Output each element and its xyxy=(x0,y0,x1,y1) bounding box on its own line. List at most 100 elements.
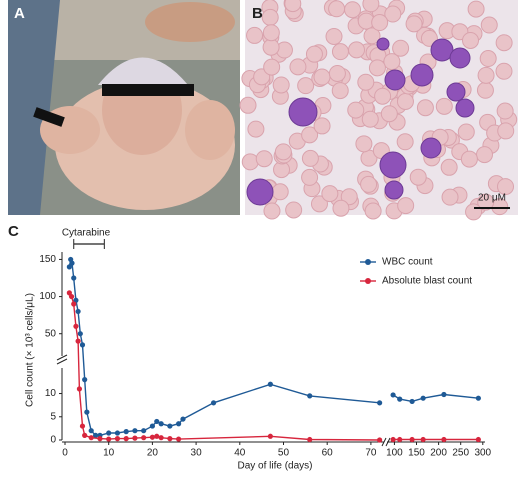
data-point xyxy=(114,436,121,442)
data-point xyxy=(267,381,273,387)
red-cell xyxy=(364,202,382,220)
red-cell xyxy=(476,81,494,99)
red-cell xyxy=(416,99,434,117)
data-point xyxy=(73,323,79,329)
data-point xyxy=(79,342,86,348)
red-cell xyxy=(374,87,392,105)
blast-cell xyxy=(446,82,466,102)
data-point xyxy=(441,391,447,398)
data-point xyxy=(114,430,121,436)
data-point xyxy=(409,436,415,443)
data-point xyxy=(176,436,182,442)
blast-cell xyxy=(288,97,318,127)
blast-cell xyxy=(384,180,404,200)
y-tick-label: 10 xyxy=(45,388,57,399)
red-cell xyxy=(497,122,515,140)
data-point xyxy=(76,386,83,392)
data-point xyxy=(75,338,81,344)
data-point xyxy=(123,436,129,442)
data-point xyxy=(441,436,447,443)
y-tick-label: 0 xyxy=(50,435,56,446)
data-point xyxy=(475,395,481,401)
blast-cell xyxy=(420,137,442,159)
red-cell xyxy=(497,178,515,196)
x-tick-label: 70 xyxy=(365,448,377,459)
annotation: Cytarabine xyxy=(62,228,111,239)
red-cell xyxy=(495,34,513,52)
red-cell xyxy=(331,43,349,61)
data-point xyxy=(66,264,72,270)
panel-label: C xyxy=(8,223,19,240)
data-point xyxy=(267,433,273,439)
data-point xyxy=(77,331,83,337)
red-cell xyxy=(328,0,346,18)
red-cell xyxy=(289,58,307,76)
legend-marker xyxy=(365,259,371,265)
scale-bar-label: 20 μM xyxy=(478,193,506,204)
data-point xyxy=(307,436,313,443)
data-point xyxy=(397,396,403,402)
red-cell xyxy=(328,64,346,82)
red-cell xyxy=(405,15,423,33)
x-tick-label: 0 xyxy=(62,448,68,459)
data-point xyxy=(132,428,138,434)
red-cell xyxy=(348,41,366,59)
red-cell xyxy=(479,50,497,68)
red-cell xyxy=(262,38,280,56)
red-cell xyxy=(383,53,401,71)
data-point xyxy=(132,435,138,441)
y-tick-label: 100 xyxy=(39,291,56,302)
data-point xyxy=(180,416,186,422)
data-point xyxy=(158,421,164,427)
data-point xyxy=(176,421,182,427)
y-tick-label: 50 xyxy=(45,328,57,339)
blast-cell xyxy=(246,178,274,206)
red-cell xyxy=(475,146,493,164)
blast-cell xyxy=(430,38,454,62)
data-point xyxy=(82,432,88,438)
data-point xyxy=(475,436,481,443)
red-cell xyxy=(325,27,343,45)
photo-a xyxy=(8,0,240,215)
red-cell xyxy=(263,58,281,76)
legend-label: WBC count xyxy=(382,257,433,268)
y-axis-label: Cell count (× 10³ cells/μL) xyxy=(25,293,36,407)
red-cell xyxy=(271,183,289,201)
red-cell xyxy=(392,39,410,57)
data-point xyxy=(307,393,313,399)
legend-label: Absolute blast count xyxy=(382,276,472,287)
data-point xyxy=(409,398,415,405)
blast-cell xyxy=(376,37,390,51)
red-cell xyxy=(441,188,459,206)
data-point xyxy=(420,436,426,443)
red-cell xyxy=(384,5,402,23)
red-cell xyxy=(355,135,373,153)
data-point xyxy=(69,260,75,266)
data-point xyxy=(149,434,155,440)
red-cell xyxy=(496,102,514,120)
series-line xyxy=(68,292,479,441)
red-cell xyxy=(263,202,281,220)
red-cell xyxy=(239,96,257,114)
x-tick-label: 20 xyxy=(147,448,159,459)
red-cell xyxy=(396,133,414,151)
data-point xyxy=(377,400,383,406)
red-cell xyxy=(362,0,380,13)
data-point xyxy=(390,392,396,398)
x-axis-label: Day of life (days) xyxy=(237,461,312,472)
red-cell xyxy=(285,201,303,219)
data-point xyxy=(97,436,103,442)
data-point xyxy=(88,435,94,441)
axis-break xyxy=(381,437,387,447)
red-cell xyxy=(462,31,480,49)
x-tick-label: 30 xyxy=(191,448,203,459)
x-tick-label: 100 xyxy=(386,448,403,459)
data-point xyxy=(88,428,94,434)
data-point xyxy=(79,423,86,429)
red-cell xyxy=(465,203,483,221)
red-cell xyxy=(477,66,495,84)
red-cell xyxy=(261,8,279,26)
red-cell xyxy=(460,150,478,168)
red-cell xyxy=(297,77,315,95)
red-cell xyxy=(262,24,280,42)
